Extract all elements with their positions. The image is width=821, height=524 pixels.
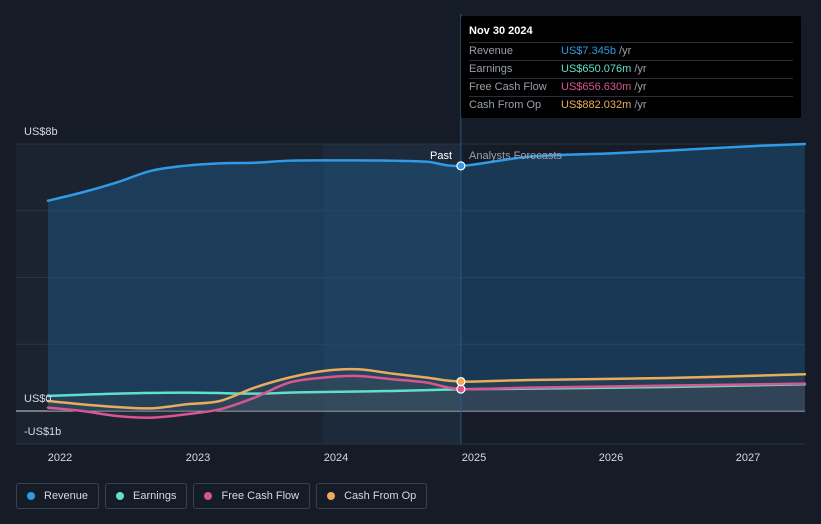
area-free-cash-flow (47, 375, 805, 418)
tooltip-value: US$882.032m (561, 99, 632, 111)
area-revenue (47, 144, 805, 411)
tooltip-row-revenue: Revenue US$7.345b /yr (469, 42, 793, 60)
legend-dot-icon (116, 492, 125, 500)
point-marker-free-cash-flow (456, 384, 466, 394)
tooltip-unit: /yr (634, 99, 647, 111)
chart-legend: Revenue Earnings Free Cash Flow Cash Fro… (16, 483, 428, 509)
legend-dot-icon (327, 492, 336, 500)
series-line-cash-from-op (46, 367, 807, 410)
legend-label: Free Cash Flow (221, 490, 300, 502)
tooltip-value: US$7.345b (561, 45, 617, 57)
tooltip-label: Cash From Op (469, 99, 542, 111)
x-tick-label-2025: 2025 (461, 452, 487, 464)
point-marker-cash-from-op (456, 376, 466, 387)
tooltip-value: US$650.076m (561, 63, 632, 75)
legend-label: Revenue (44, 490, 89, 502)
legend-item-free-cash-flow[interactable]: Free Cash Flow (193, 483, 311, 509)
highlight-band (323, 144, 461, 444)
x-tick-label-2027: 2027 (735, 452, 761, 464)
y-tick-label-bottom: -US$1b (24, 426, 62, 438)
tooltip-unit: /yr (634, 81, 647, 93)
legend-item-earnings[interactable]: Earnings (105, 483, 188, 509)
legend-dot-icon (27, 492, 35, 500)
x-tick-label-2023: 2023 (185, 452, 211, 464)
tooltip-label: Earnings (469, 63, 513, 75)
tooltip-unit: /yr (619, 45, 632, 57)
tooltip-row-earnings: Earnings US$650.076m /yr (469, 60, 793, 78)
y-tick-label-top: US$8b (24, 126, 58, 138)
data-tooltip: Nov 30 2024 Revenue US$7.345b /yr Earnin… (461, 16, 801, 118)
series-line-free-cash-flow (46, 374, 807, 419)
series-line-revenue (46, 142, 807, 202)
x-tick-label-2024: 2024 (323, 452, 349, 464)
tooltip-value: US$656.630m (561, 81, 632, 93)
tooltip-unit: /yr (634, 63, 647, 75)
y-tick-label-zero: US$0 (24, 393, 52, 405)
tooltip-label: Free Cash Flow (469, 81, 547, 93)
legend-label: Cash From Op (344, 490, 417, 502)
forecast-marker: Analysts Forecasts (469, 150, 562, 162)
legend-item-revenue[interactable]: Revenue (16, 483, 100, 509)
x-tick-label-2026: 2026 (598, 452, 624, 464)
series-line-earnings (46, 383, 807, 398)
legend-label: Earnings (133, 490, 177, 502)
tooltip-row-cash-from-op: Cash From Op US$882.032m /yr (469, 96, 793, 114)
tooltip-date: Nov 30 2024 (469, 25, 533, 37)
tooltip-row-free-cash-flow: Free Cash Flow US$656.630m /yr (469, 78, 793, 96)
past-marker: Past (430, 150, 453, 162)
legend-dot-icon (204, 492, 213, 500)
legend-item-cash-from-op[interactable]: Cash From Op (316, 483, 428, 509)
point-marker-revenue (456, 161, 466, 171)
tooltip-label: Revenue (469, 45, 514, 57)
x-tick-label-2022: 2022 (47, 452, 73, 464)
